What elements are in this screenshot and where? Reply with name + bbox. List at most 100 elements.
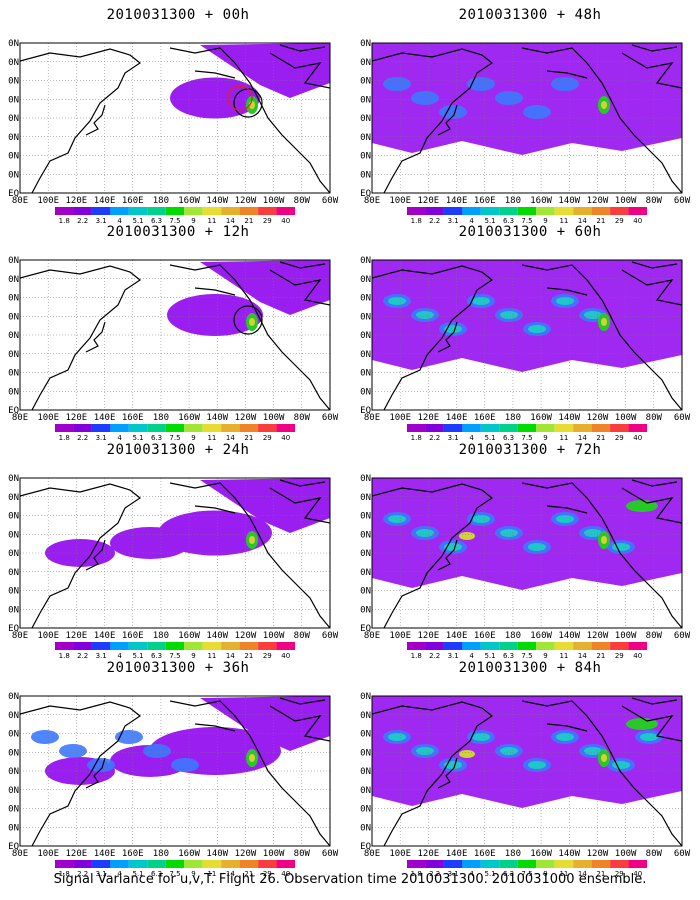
lat-tick-label: 40N bbox=[8, 114, 19, 124]
colorbar-swatch bbox=[110, 424, 129, 432]
colorbar-label: 3.1 bbox=[96, 217, 107, 225]
lon-tick-label: 100W bbox=[615, 849, 637, 859]
lon-tick-label: 160E bbox=[474, 849, 496, 859]
colorbar-label: 5.1 bbox=[133, 217, 144, 225]
coastlines bbox=[372, 44, 682, 193]
lon-tick-label: 80W bbox=[294, 413, 311, 423]
colorbar-swatch bbox=[536, 424, 555, 432]
lon-tick-label: 80W bbox=[646, 849, 663, 859]
colorbar-label: 3.1 bbox=[448, 870, 459, 878]
lon-tick-label: 100E bbox=[389, 849, 411, 859]
colorbar-label: 9 bbox=[191, 434, 195, 442]
coastlines bbox=[20, 44, 330, 193]
colorbar-swatch bbox=[499, 860, 518, 868]
lon-tick-label: 80E bbox=[12, 849, 28, 859]
lat-tick-label: 20N bbox=[8, 152, 19, 162]
lat-tick-label: 40N bbox=[8, 331, 19, 341]
colorbar-swatch bbox=[591, 642, 611, 650]
lon-tick-label: 140W bbox=[558, 413, 580, 423]
lat-tick-label: 20N bbox=[360, 152, 371, 162]
coastlines bbox=[372, 479, 682, 628]
lon-tick-label: 60W bbox=[674, 631, 691, 641]
map-panel-p84: 2010031300 + 84h 80N 70N 60N 50N 40N 30N 20N 10N… bbox=[360, 658, 700, 878]
colorbar-label: 14 bbox=[578, 870, 587, 878]
lon-tick-label: 160W bbox=[178, 196, 200, 206]
colorbar-label: 21 bbox=[596, 434, 605, 442]
lon-tick-label: 80E bbox=[12, 196, 28, 206]
lon-tick-label: 60W bbox=[674, 413, 691, 423]
colorbar-label: 5.1 bbox=[485, 217, 496, 225]
lat-tick-label: 50N bbox=[360, 95, 371, 105]
colorbar-label: 3.1 bbox=[448, 652, 459, 660]
colorbar-swatch bbox=[610, 860, 629, 868]
colorbar-swatch bbox=[554, 424, 574, 432]
coastlines bbox=[372, 261, 682, 410]
coastlines bbox=[20, 261, 330, 410]
lon-tick-label: 180 bbox=[505, 196, 521, 206]
colorbar-swatch bbox=[239, 424, 259, 432]
lat-tick-label: 10N bbox=[360, 387, 371, 397]
colorbar-swatch bbox=[536, 860, 555, 868]
lon-tick-label: 100E bbox=[389, 631, 411, 641]
colorbar-label: 14 bbox=[226, 652, 235, 660]
coastlines bbox=[20, 479, 330, 628]
colorbar-label: 14 bbox=[578, 217, 587, 225]
colorbar-swatch bbox=[480, 424, 500, 432]
lat-tick-label: 80N bbox=[360, 474, 371, 484]
lat-tick-label: 60N bbox=[360, 77, 371, 87]
colorbar-label: 5.1 bbox=[485, 434, 496, 442]
colorbar-swatch bbox=[276, 642, 295, 650]
lat-tick-label: 20N bbox=[360, 369, 371, 379]
colorbar-swatch bbox=[258, 207, 277, 215]
lat-tick-label: 60N bbox=[360, 512, 371, 522]
colorbar-label: 29 bbox=[263, 217, 272, 225]
colorbar-swatch bbox=[628, 860, 647, 868]
colorbar-swatch bbox=[499, 642, 518, 650]
lon-tick-label: 80E bbox=[364, 849, 380, 859]
colorbar-label: 5.1 bbox=[485, 870, 496, 878]
lon-tick-label: 120W bbox=[235, 196, 257, 206]
lon-tick-label: 80E bbox=[12, 631, 28, 641]
colorbar-swatch bbox=[628, 642, 647, 650]
colorbar-swatch bbox=[628, 424, 647, 432]
colorbar-label: 2.2 bbox=[429, 217, 440, 225]
colorbar-label: 11 bbox=[207, 870, 216, 878]
colorbar-label: 9 bbox=[191, 870, 195, 878]
colorbar-swatch bbox=[221, 207, 240, 215]
lat-tick-label: 60N bbox=[8, 730, 19, 740]
colorbar-label: 11 bbox=[207, 217, 216, 225]
map-panel-p00: 2010031300 + 00h 80N 70N 60N 50N 40N 30N 20N 10N… bbox=[8, 5, 348, 225]
colorbar-swatch bbox=[443, 207, 463, 215]
lat-tick-label: 40N bbox=[360, 767, 371, 777]
colorbar-swatch bbox=[443, 424, 463, 432]
lon-tick-label: 140E bbox=[446, 196, 468, 206]
observation-circle-red bbox=[227, 85, 253, 111]
colorbar-label: 7.5 bbox=[169, 434, 180, 442]
variance-field bbox=[372, 696, 682, 808]
colorbar-swatch bbox=[147, 642, 166, 650]
colorbar-label: 4 bbox=[469, 217, 474, 225]
colorbar-label: 11 bbox=[559, 217, 568, 225]
colorbar-label: 29 bbox=[263, 652, 272, 660]
colorbar-swatch bbox=[128, 207, 148, 215]
colorbar-label: 1.8 bbox=[411, 652, 422, 660]
lat-tick-label: 20N bbox=[360, 805, 371, 815]
lat-tick-label: 30N bbox=[360, 350, 371, 360]
lat-tick-label: 70N bbox=[8, 493, 19, 503]
lat-tick-label: 10N bbox=[8, 605, 19, 615]
lon-tick-label: 160W bbox=[178, 631, 200, 641]
variance-field bbox=[167, 260, 330, 336]
colorbar-swatch bbox=[462, 642, 481, 650]
colorbar-label: 40 bbox=[633, 652, 642, 660]
lon-tick-label: 140W bbox=[206, 413, 228, 423]
colorbar-label: 9 bbox=[191, 217, 195, 225]
lon-tick-label: 80W bbox=[294, 849, 311, 859]
colorbar-swatch bbox=[73, 424, 92, 432]
colorbar-label: 29 bbox=[263, 870, 272, 878]
colorbar-label: 40 bbox=[633, 434, 642, 442]
lon-tick-label: 100W bbox=[263, 196, 285, 206]
colorbar-swatch bbox=[73, 642, 92, 650]
colorbar-label: 21 bbox=[244, 217, 253, 225]
lat-tick-label: EQ bbox=[360, 406, 371, 416]
